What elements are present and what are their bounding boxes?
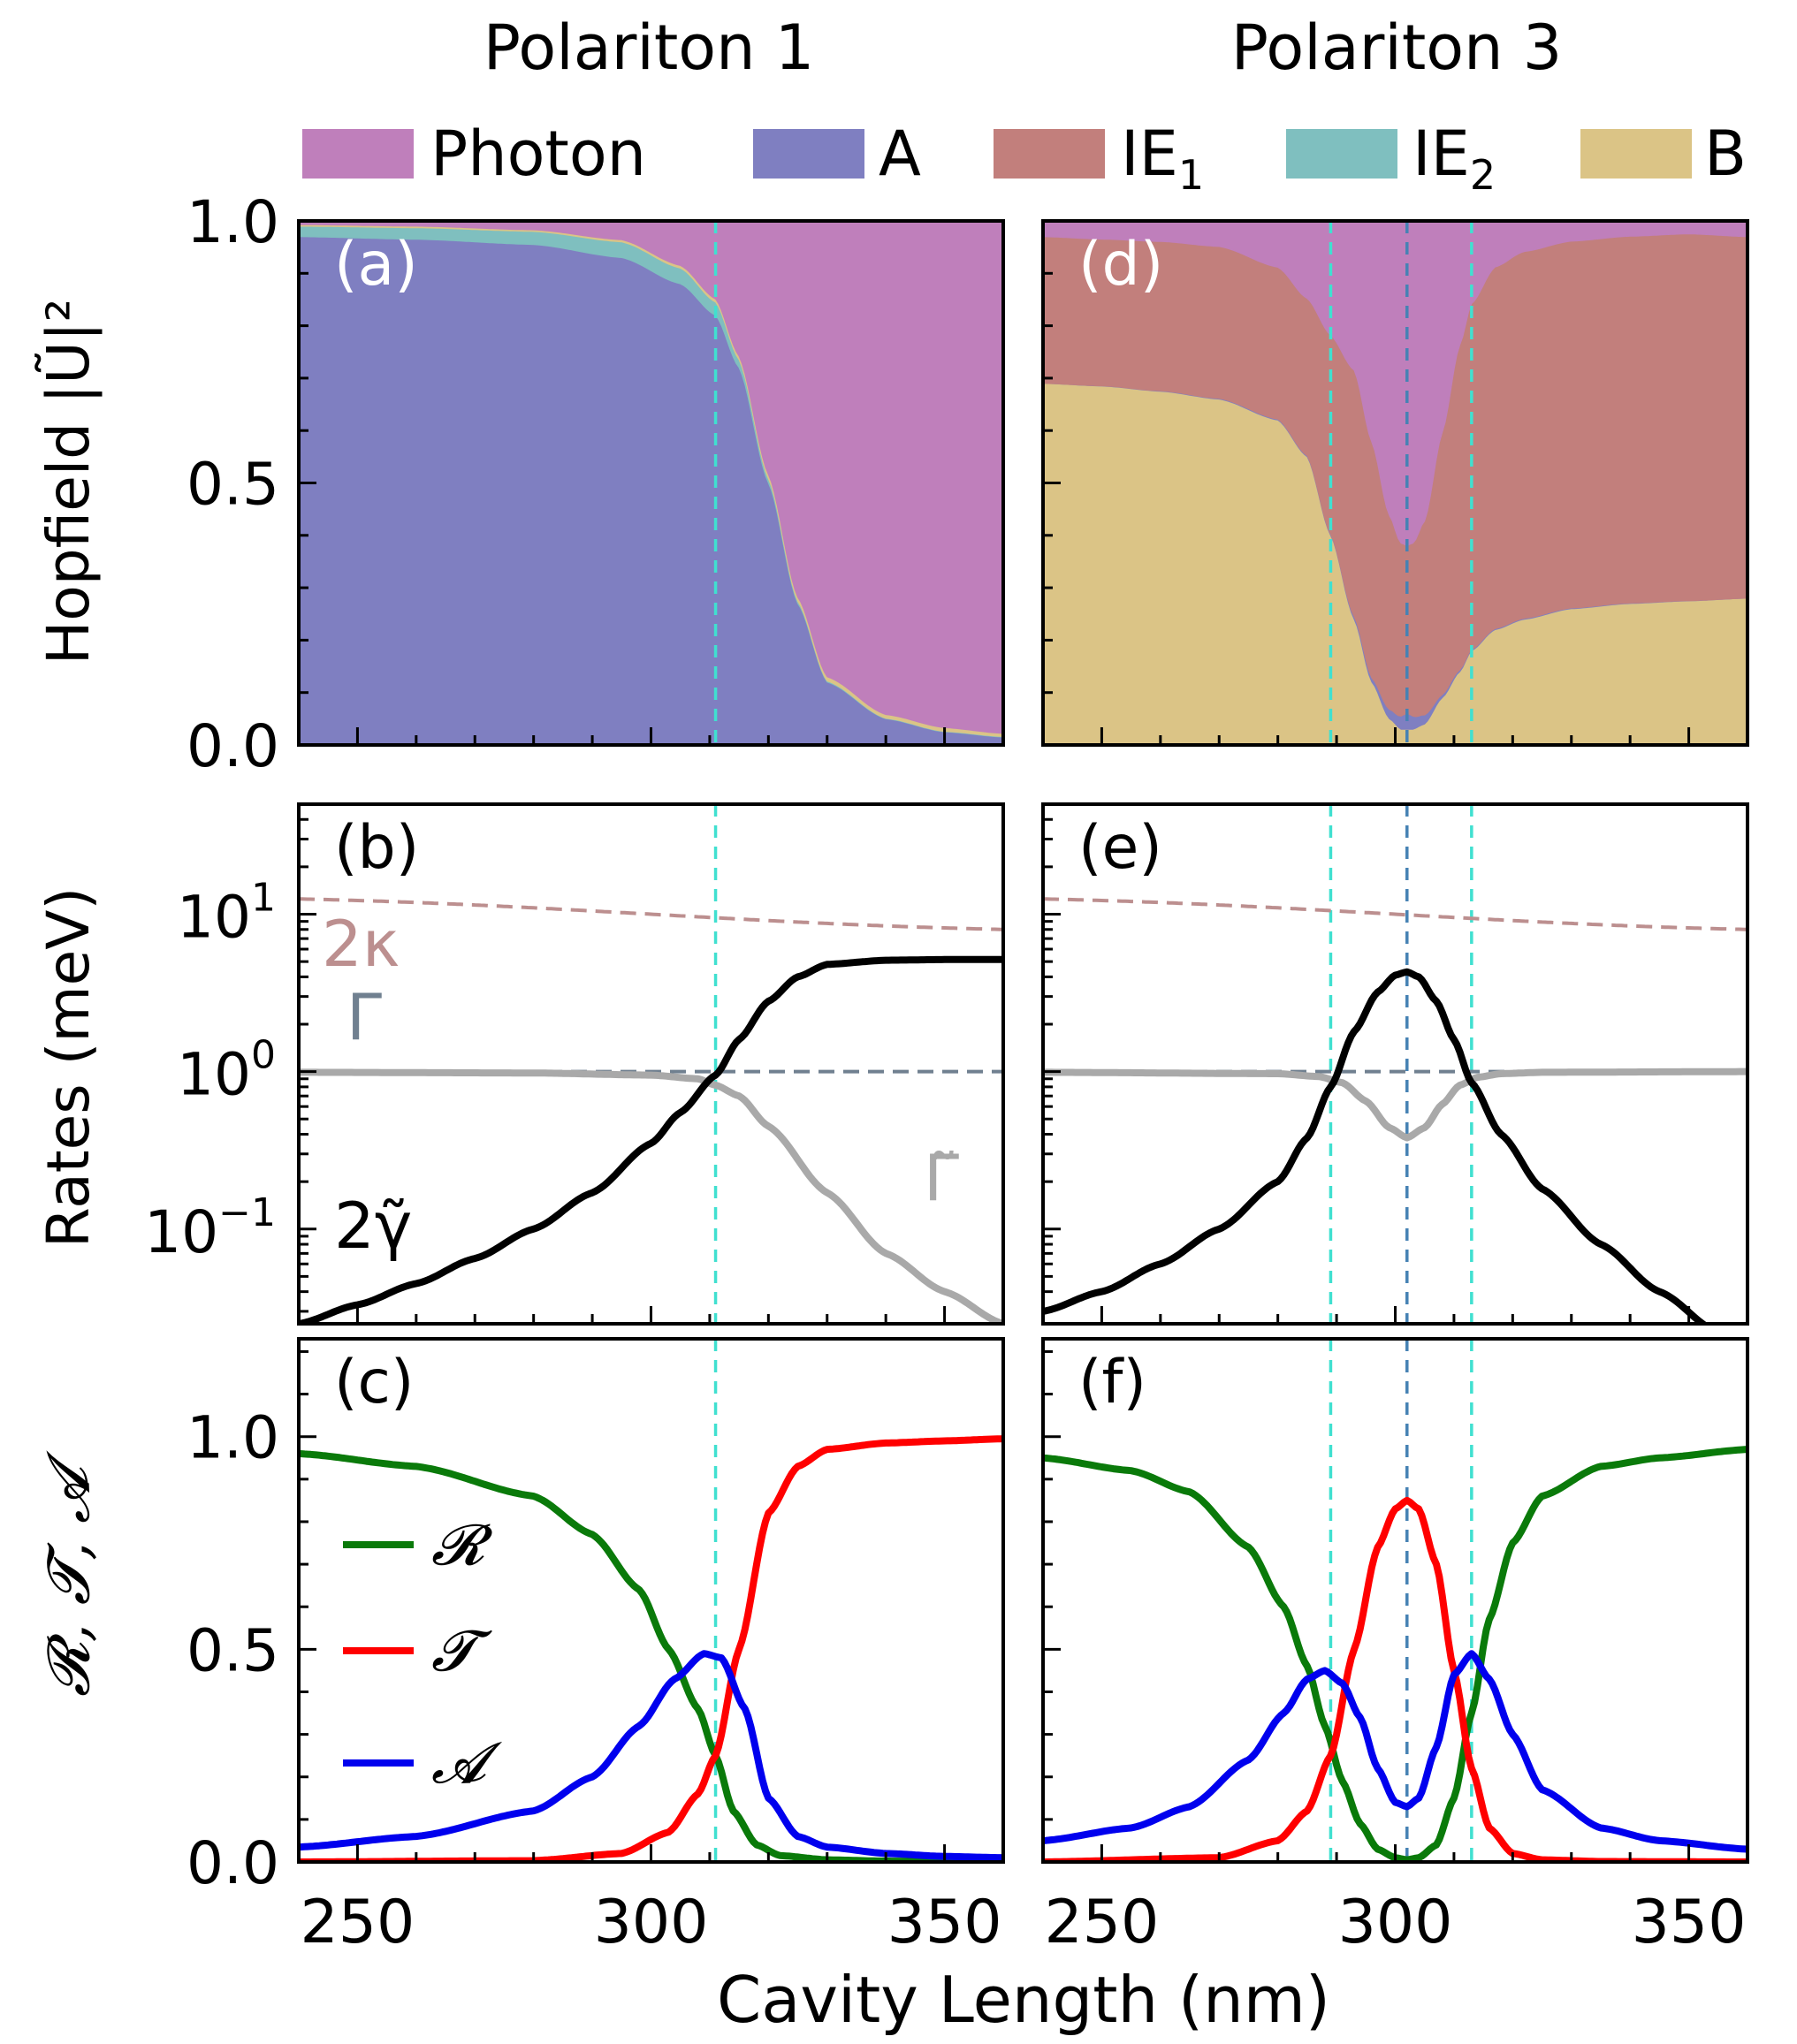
x-tick-label: 300 — [594, 1888, 709, 1957]
panel-2-frame — [297, 1337, 1005, 1864]
y-tick-label: 100 — [177, 1033, 276, 1109]
rta-legend-label: 𝓐 — [431, 1731, 503, 1797]
gamma-tilde-label: Γ̃ — [924, 1141, 959, 1215]
gamma-small-line — [1043, 968, 1709, 1324]
gamma-small-line — [299, 955, 1003, 1324]
legend-label-b: B — [1704, 118, 1747, 190]
panel-1-frame — [297, 802, 1005, 1326]
x-tick-label: 250 — [301, 1888, 415, 1957]
area-photon — [1043, 221, 1748, 547]
legend-label-ie1: IE1 — [1121, 118, 1204, 199]
panel-c-rta: 0.0 0.5 1.0 250 300 350 (c) 𝓡𝓣𝓐 — [187, 1337, 1005, 1957]
y-tick-label: 0.0 — [187, 1829, 279, 1897]
panel-letter: (a) — [334, 230, 418, 300]
gamma-tilde-line — [299, 1068, 1003, 1324]
y-tick-label: 1.0 — [187, 188, 279, 256]
kappa-line — [1043, 897, 1748, 931]
y-tick-label: 101 — [177, 876, 276, 952]
y-tick-label: 0.5 — [187, 451, 279, 519]
area-photon — [299, 221, 1003, 734]
kappa-line — [299, 897, 1003, 931]
legend-swatch-ie1 — [994, 129, 1105, 179]
panel-0-frame — [297, 219, 1005, 747]
ylabel-rates: Rates (meV) — [34, 887, 103, 1248]
legend-swatch-ie2 — [1286, 129, 1397, 179]
kappa-label: 2κ — [322, 907, 400, 981]
curve-a — [1043, 1650, 1748, 1853]
x-tick-label: 350 — [1632, 1888, 1747, 1957]
curve-r — [299, 1450, 1003, 1862]
top-legend: Photon A IE1 IE2 B — [302, 118, 1747, 199]
gamma-label: Γ — [346, 980, 382, 1054]
x-tick-label: 250 — [1045, 1888, 1160, 1957]
panel-letter: (d) — [1078, 230, 1163, 300]
panel-3-frame — [1041, 219, 1749, 747]
y-tick-label: 10−1 — [144, 1190, 276, 1266]
curve-t — [1043, 1496, 1748, 1862]
panel-letter: (c) — [334, 1348, 414, 1417]
column-title-left: Polariton 1 — [484, 11, 815, 84]
legend-swatch-a — [753, 129, 864, 179]
column-title-right: Polariton 3 — [1231, 11, 1563, 84]
legend-label-photon: Photon — [430, 118, 646, 190]
panel-e-rates: (e) — [1041, 802, 1749, 1326]
panel-b-rates: 10−1 100 101 (b) 2κΓ Γ̃ 2γ̃ — [144, 802, 1005, 1326]
panel-letter: (b) — [334, 813, 419, 883]
y-tick-label: 0.0 — [187, 712, 279, 780]
gamma-tilde-line — [1043, 1068, 1748, 1142]
xlabel: Cavity Length (nm) — [717, 1963, 1330, 2037]
panel-5-frame — [1041, 1337, 1749, 1864]
legend-swatch-b — [1580, 129, 1692, 179]
ylabel-rta: 𝓡, 𝓣, 𝓐 — [34, 1450, 103, 1697]
y-tick-label: 0.5 — [187, 1616, 279, 1684]
y-tick-label: 1.0 — [187, 1404, 279, 1472]
x-tick-label: 350 — [887, 1888, 1002, 1957]
panel-4-frame — [1041, 802, 1749, 1326]
gamma-small-label: 2γ̃ — [334, 1189, 412, 1263]
curve-a — [299, 1650, 1003, 1862]
legend-label-a: A — [879, 118, 921, 190]
panel-f-rta: 250 300 350 (f) — [1041, 1337, 1749, 1957]
panel-a-hopfield: 0.0 0.5 1.0 (a) — [187, 188, 1005, 780]
x-tick-label: 300 — [1338, 1888, 1453, 1957]
rta-legend-label: 𝓡 — [431, 1513, 493, 1578]
legend-label-ie2: IE2 — [1412, 118, 1496, 199]
ylabel-hopfield: Hopfield |Ũ|² — [34, 299, 103, 665]
panel-d-hopfield: (d) — [1041, 219, 1749, 747]
legend-swatch-photon — [302, 129, 414, 179]
panel-letter: (f) — [1078, 1348, 1146, 1417]
rta-legend-label: 𝓣 — [431, 1619, 492, 1684]
panel-letter: (e) — [1078, 813, 1162, 883]
